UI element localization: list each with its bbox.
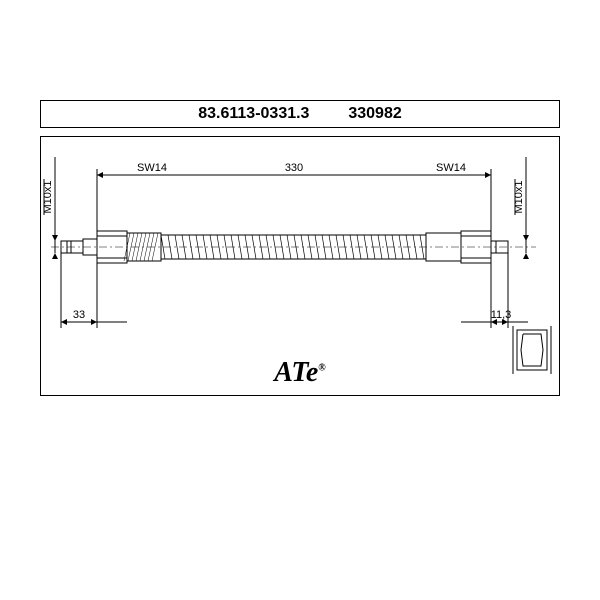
part-number-secondary: 330982	[348, 105, 401, 123]
header-bar: 83.6113-0331.3 330982	[40, 100, 560, 128]
brand-logo: ATe®	[274, 357, 326, 389]
svg-text:SW14: SW14	[436, 162, 466, 174]
svg-text:330: 330	[285, 162, 303, 174]
svg-text:11,3: 11,3	[491, 309, 512, 321]
part-number-primary: 83.6113-0331.3	[198, 105, 309, 123]
product-card: 83.6113-0331.3 330982 330SW14SW143311,3M…	[0, 0, 600, 600]
svg-text:SW14: SW14	[137, 162, 167, 174]
svg-text:33: 33	[73, 309, 85, 321]
technical-drawing: 330SW14SW143311,3M10x1M10x1 ATe®	[40, 136, 560, 396]
